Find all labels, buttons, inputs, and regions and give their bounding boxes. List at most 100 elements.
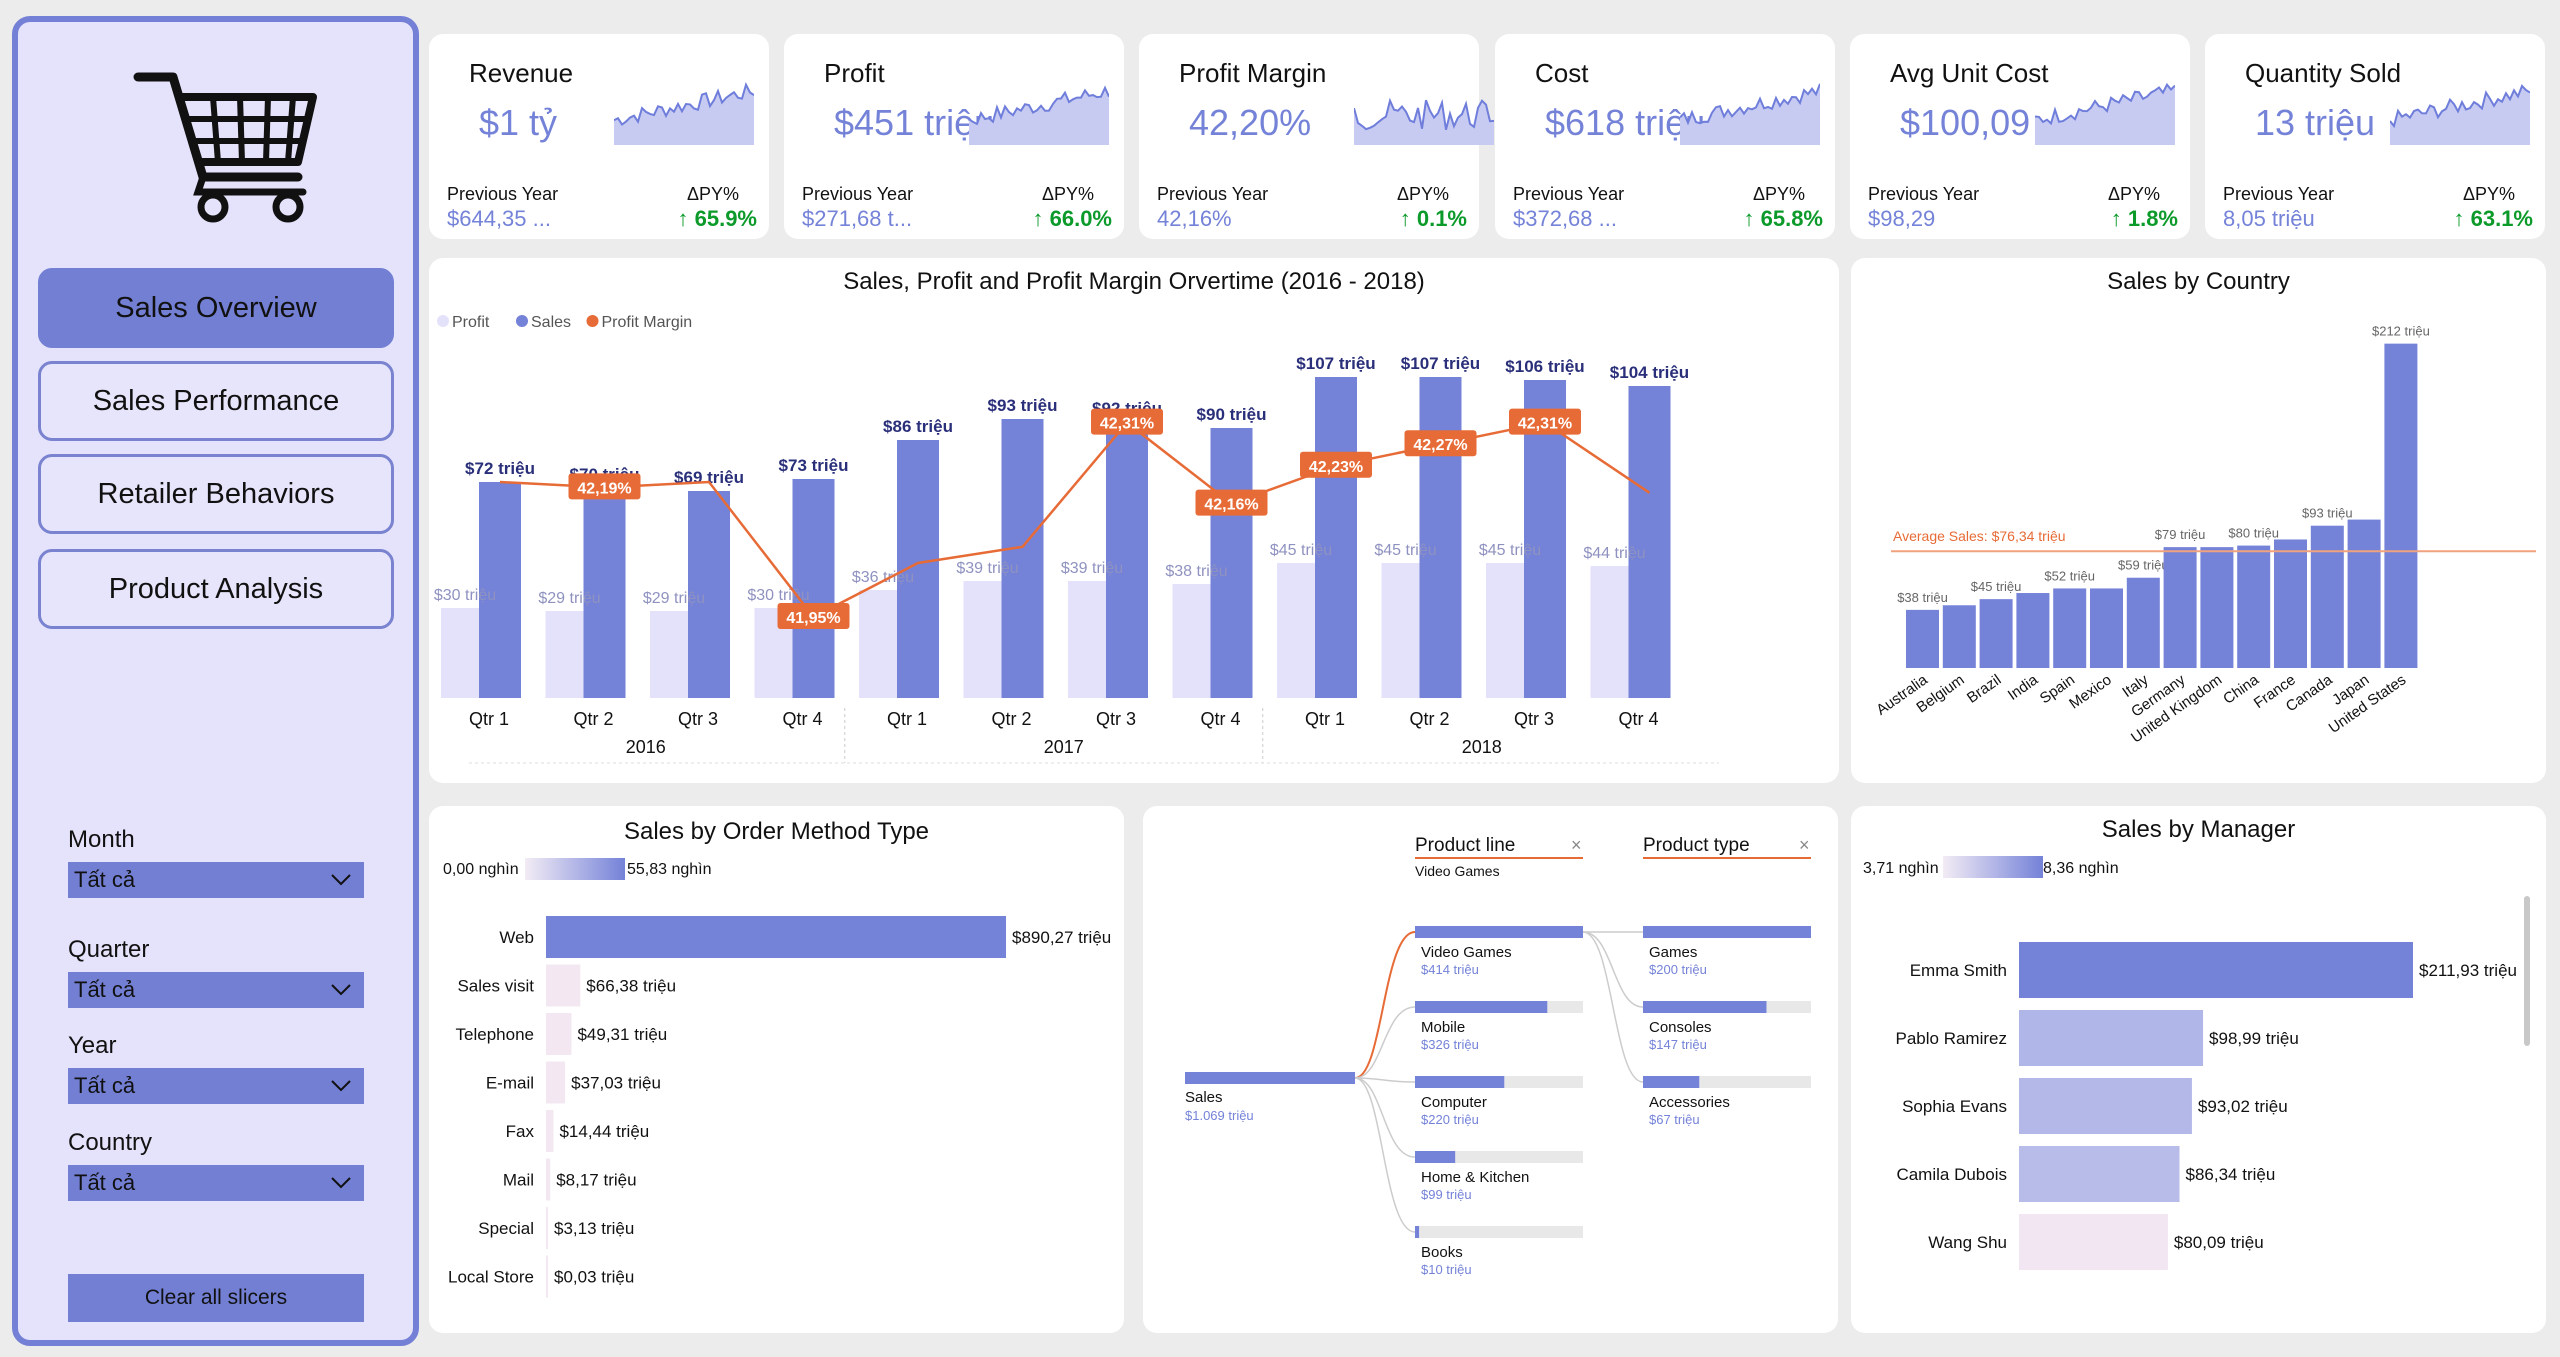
order-method-label: Sales visit	[457, 977, 534, 996]
country-bar	[1942, 605, 1976, 668]
kpi-card-revenue: Revenue $1 tỷ Previous Year $644,35 ... ΔPY%…	[429, 34, 769, 239]
kpi-value: 42,20%	[1189, 102, 1312, 143]
country-tick-label: Mexico	[2066, 671, 2115, 712]
clear-all-slicers-button[interactable]: Clear all slicers	[68, 1274, 364, 1322]
previous-year-value: $644,35 ...	[447, 206, 551, 231]
legend-label: Sales	[531, 314, 571, 331]
decomp-bar-track	[1415, 1151, 1583, 1163]
profit-data-label: $45 triệu	[1270, 542, 1332, 559]
order-method-value: $0,03 triệu	[554, 1268, 634, 1287]
nav-retailer-behaviors[interactable]: Retailer Behaviors	[38, 454, 394, 534]
manager-label: Camila Dubois	[1896, 1165, 2007, 1184]
margin-data-label: 42,31%	[1100, 416, 1154, 433]
manager-label: Wang Shu	[1928, 1233, 2007, 1252]
manager-label: Pablo Ramirez	[1896, 1029, 2008, 1048]
manager-value: $98,99 triệu	[2209, 1029, 2299, 1048]
order-method-label: Telephone	[456, 1025, 534, 1044]
decomp-connector	[1582, 931, 1644, 1008]
kpi-value: $618 triệu	[1545, 102, 1706, 143]
sales-data-label: $106 triệu	[1505, 357, 1584, 376]
order-method-title: Sales by Order Method Type	[623, 818, 930, 845]
order-method-bar	[546, 1207, 548, 1249]
order-method-value: $890,27 triệu	[1012, 928, 1111, 947]
delta-value: ↑ 63.1%	[2453, 206, 2534, 231]
profit-data-label: $39 triệu	[956, 560, 1018, 577]
slicer-year-dropdown[interactable]: Tất cả	[68, 1068, 364, 1104]
decomp-bar	[1415, 1076, 1505, 1088]
nav-sales-overview[interactable]: Sales Overview	[38, 268, 394, 348]
slicer-quarter-label: Quarter	[68, 936, 150, 963]
x-tick-label: Qtr 4	[1200, 709, 1240, 729]
delta-value: ↑ 66.0%	[1032, 206, 1113, 231]
decomp-bar	[1643, 926, 1811, 938]
slicer-quarter-dropdown[interactable]: Tất cả	[68, 972, 364, 1008]
gradient-min-label: 3,71 nghìn	[1863, 860, 1939, 877]
x-tick-label: Qtr 2	[1409, 709, 1449, 729]
kpi-value: 13 triệu	[2255, 102, 2376, 143]
order-method-label: Local Store	[448, 1268, 534, 1287]
slicer-country-value: Tất cả	[74, 1170, 136, 1195]
decomp-line-value: $99 triệu	[1421, 1187, 1472, 1202]
delta-value: ↑ 0.1%	[1399, 206, 1467, 231]
decomp-line-name: Mobile	[1421, 1019, 1465, 1036]
previous-year-label: Previous Year	[802, 184, 914, 204]
delta-value: ↑ 1.8%	[2110, 206, 2178, 231]
margin-data-label-bg	[1195, 489, 1268, 516]
nav-sales-performance[interactable]: Sales Performance	[38, 361, 394, 441]
sparkline-line	[969, 85, 1109, 126]
country-data-label: $79 triệu	[2155, 527, 2206, 542]
delta-label: ΔPY%	[1752, 184, 1805, 204]
gradient-max-label: 55,83 nghìn	[627, 861, 712, 878]
previous-year-label: Previous Year	[1513, 184, 1625, 204]
legend-marker	[586, 315, 599, 327]
close-icon: ×	[1571, 835, 1582, 855]
decomp-header-product-type: Product type	[1643, 835, 1750, 856]
decomp-connector	[1354, 1077, 1416, 1083]
order-method-bar	[546, 1158, 551, 1201]
sparkline-area	[614, 84, 754, 145]
legend-marker	[516, 315, 528, 327]
slicer-month-value: Tất cả	[74, 867, 136, 892]
sparkline	[969, 85, 1109, 145]
margin-data-label: 42,19%	[577, 480, 631, 497]
x-year-label: 2018	[1462, 737, 1502, 757]
nav-product-analysis[interactable]: Product Analysis	[38, 549, 394, 629]
manager-bar	[2019, 1146, 2180, 1202]
kpi-title: Profit	[824, 58, 885, 88]
decomp-line-name: Computer	[1421, 1094, 1487, 1111]
country-data-label: $38 triệu	[1897, 590, 1948, 605]
manager-chart: 3,71 nghìn 8,36 nghìn Emma Smith $211,93 tr…	[1863, 856, 2530, 1270]
country-bar	[2090, 588, 2123, 668]
sales-by-manager-card: Sales by Manager 3,71 nghìn 8,36 nghìn Emm…	[1851, 806, 2546, 1333]
order-method-value: $8,17 triệu	[556, 1171, 636, 1190]
order-method-label: E-mail	[486, 1074, 534, 1093]
decomp-bar	[1415, 1151, 1456, 1163]
sales-data-label: $73 triệu	[779, 456, 849, 475]
decomp-connector	[1582, 931, 1644, 1083]
margin-data-label-bg	[1404, 430, 1477, 457]
slicer-month-dropdown[interactable]: Tất cả	[68, 862, 364, 898]
decomp-connector	[1354, 1006, 1416, 1079]
previous-year-label: Previous Year	[447, 184, 559, 204]
order-method-label: Fax	[506, 1122, 535, 1141]
x-tick-label: Qtr 4	[1618, 709, 1658, 729]
combo-chart-title: Sales, Profit and Profit Margin Orvertim…	[843, 268, 1425, 295]
sales-bar	[1628, 386, 1671, 698]
delta-label: ΔPY%	[1041, 184, 1094, 204]
country-tick-label: Brazil	[1964, 671, 2004, 706]
slicer-country-dropdown[interactable]: Tất cả	[68, 1165, 364, 1201]
x-tick-label: Qtr 2	[991, 709, 1031, 729]
profit-data-label: $39 triệu	[1061, 560, 1123, 577]
x-tick-label: Qtr 4	[782, 709, 822, 729]
country-data-label: $59 triệu	[2118, 558, 2169, 573]
manager-value: $80,09 triệu	[2174, 1233, 2264, 1252]
country-bar	[2347, 519, 2381, 668]
legend-marker	[437, 315, 449, 327]
sparkline-area	[969, 87, 1109, 145]
scrollbar[interactable]	[2524, 896, 2530, 1046]
decomp-line-value: $10 triệu	[1421, 1262, 1472, 1277]
order-method-value: $66,38 triệu	[586, 977, 676, 996]
order-method-value: $37,03 triệu	[571, 1074, 661, 1093]
country-bar	[2384, 343, 2418, 668]
